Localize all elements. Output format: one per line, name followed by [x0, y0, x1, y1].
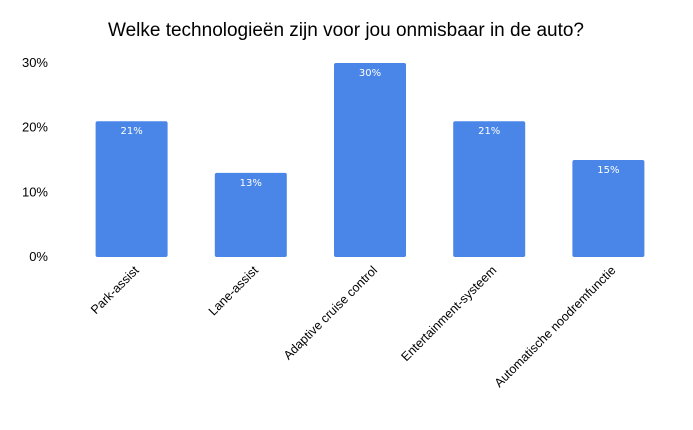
y-tick-label: 0% [29, 249, 48, 264]
data-label: 30% [359, 68, 381, 79]
x-tick-label: Lane-assist [206, 263, 261, 318]
chart-title: Welke technologieën zijn voor jou onmisb… [108, 20, 584, 41]
x-tick-label: Automatische noodremfunctie [492, 263, 619, 390]
data-label: 13% [240, 178, 262, 189]
data-label: 21% [120, 126, 142, 137]
bar [95, 121, 168, 257]
x-axis: Park-assist Lane-assist Adaptive cruise co… [88, 263, 618, 390]
y-tick-label: 30% [22, 55, 48, 70]
bar [334, 63, 406, 257]
x-tick-label: Park-assist [88, 263, 142, 317]
y-tick-label: 10% [22, 184, 48, 199]
data-labels: 21% 13% 30% 21% 15% [120, 68, 619, 189]
x-tick-label: Entertainment-systeem [399, 263, 500, 364]
bar [572, 160, 645, 257]
bar [214, 172, 287, 257]
y-axis: 0% 10% 20% 30% [22, 55, 48, 264]
bar [453, 121, 526, 257]
x-tick-label: Adaptive cruise control [281, 263, 380, 362]
data-label: 15% [597, 165, 619, 176]
data-label: 21% [478, 126, 500, 137]
bars [95, 63, 645, 257]
y-tick-label: 20% [22, 120, 48, 135]
